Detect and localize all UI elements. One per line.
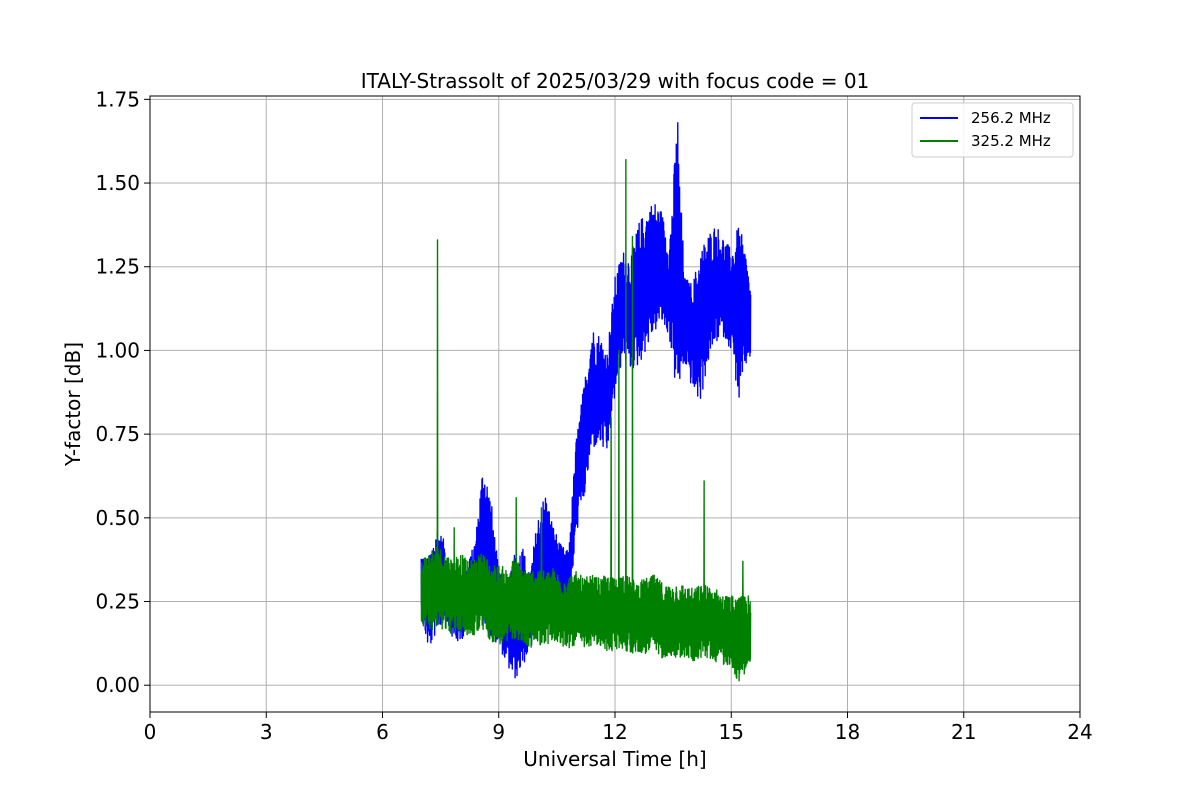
- x-tick-label: 3: [260, 720, 273, 744]
- ticks: 0 3 6 9 12 15 18 21 24 0.00 0.25 0.50 0.75 1.00 1.25 1.…: [95, 87, 1092, 744]
- x-tick-label: 6: [376, 720, 389, 744]
- chart-title: ITALY-Strassolt of 2025/03/29 with focus…: [361, 69, 870, 93]
- x-tick-label: 18: [835, 720, 860, 744]
- series-layer: [420, 122, 752, 682]
- legend-label-325: 325.2 MHz: [971, 132, 1051, 150]
- series-line-325-mhz: [420, 158, 752, 682]
- x-tick-label: 9: [492, 720, 505, 744]
- x-tick-label: 0: [144, 720, 157, 744]
- x-axis-label: Universal Time [h]: [523, 747, 706, 771]
- x-tick-label: 12: [602, 720, 627, 744]
- y-tick-label: 0.50: [95, 506, 140, 530]
- y-tick-label: 1.50: [95, 171, 140, 195]
- y-axis-label: Y-factor [dB]: [61, 342, 85, 467]
- y-tick-label: 1.75: [95, 87, 140, 111]
- y-tick-label: 0.00: [95, 673, 140, 697]
- y-tick-label: 0.75: [95, 422, 140, 446]
- x-tick-label: 24: [1067, 720, 1092, 744]
- legend: 256.2 MHz 325.2 MHz: [911, 102, 1074, 158]
- x-tick-label: 21: [951, 720, 976, 744]
- legend-label-256: 256.2 MHz: [971, 109, 1051, 127]
- y-tick-label: 1.00: [95, 338, 140, 362]
- y-tick-label: 0.25: [95, 590, 140, 614]
- y-tick-label: 1.25: [95, 255, 140, 279]
- legend-box: [911, 102, 1074, 158]
- x-tick-label: 15: [719, 720, 744, 744]
